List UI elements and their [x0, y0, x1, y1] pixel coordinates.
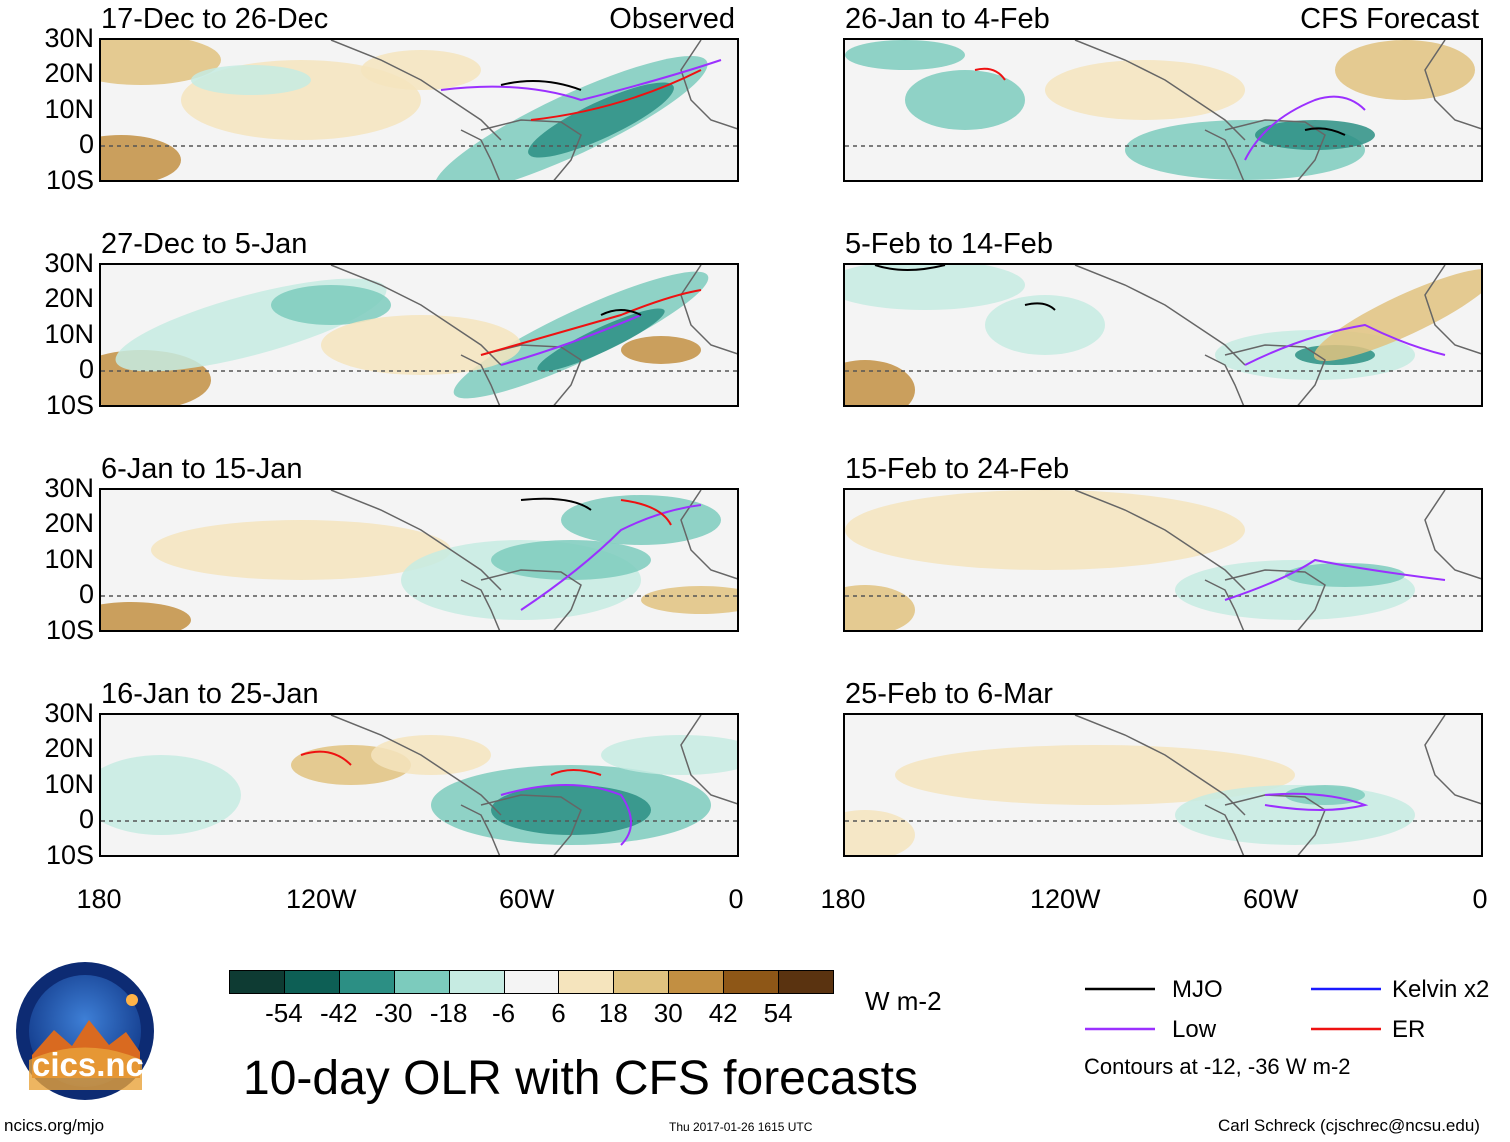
panel-title: 17-Dec to 26-Dec: [101, 3, 329, 35]
map-panel-4: [99, 713, 739, 857]
map-panel-3: [99, 488, 739, 632]
panel-title: 6-Jan to 15-Jan: [101, 453, 303, 485]
colorbar-label: 42: [708, 998, 738, 1028]
colorbar-swatch: [778, 970, 834, 994]
panel-title: 16-Jan to 25-Jan: [101, 678, 319, 710]
footer-left[interactable]: ncics.org/mjo: [4, 1116, 105, 1135]
panel-tag: Observed: [609, 3, 735, 35]
legend-kelvin-label: Kelvin x2: [1392, 976, 1490, 1003]
lat-label: 30N: [44, 23, 94, 53]
legend-mjo-label: MJO: [1172, 976, 1223, 1003]
footer-right: Carl Schreck (cjschrec@ncsu.edu): [1218, 1116, 1480, 1135]
lat-label: 20N: [44, 508, 94, 538]
footer-timestamp: Thu 2017-01-26 1615 UTC: [669, 1120, 813, 1134]
lat-label: 20N: [44, 733, 94, 763]
colorbar-label: 30: [653, 998, 683, 1028]
lat-label: 0: [78, 354, 94, 384]
colorbar-label: 18: [598, 998, 628, 1028]
legend-low-label: Low: [1172, 1016, 1217, 1043]
logo-text: cics.nc: [32, 1046, 144, 1083]
lat-label: 10N: [44, 94, 94, 124]
lat-label: 10N: [44, 544, 94, 574]
map-panel-8: [843, 713, 1483, 857]
lon-label: 180: [820, 884, 866, 914]
colorbar-label: 54: [763, 998, 793, 1028]
colorbar-swatch: [448, 970, 505, 994]
colorbar-swatch: [668, 970, 725, 994]
lat-label: 0: [78, 579, 94, 609]
colorbar-label: 6: [551, 998, 566, 1028]
lat-label: 10N: [44, 319, 94, 349]
lat-label: 10N: [44, 769, 94, 799]
legend-er-label: ER: [1392, 1016, 1426, 1043]
panel-title: 26-Jan to 4-Feb: [845, 3, 1050, 35]
colorbar-swatch: [283, 970, 340, 994]
panel-title: 15-Feb to 24-Feb: [845, 453, 1070, 485]
lat-label: 20N: [44, 58, 94, 88]
panel-title: 25-Feb to 6-Mar: [845, 678, 1053, 710]
colorbar-swatch: [229, 970, 285, 994]
map-panel-5: [843, 38, 1483, 182]
lat-label: 10S: [45, 615, 94, 645]
colorbar-swatch: [503, 970, 560, 994]
lat-label: 30N: [44, 698, 94, 728]
map-panel-7: [843, 488, 1483, 632]
cics-logo: cics.nc: [14, 960, 156, 1102]
map-panel-6: [843, 263, 1483, 407]
colorbar-label: -18: [429, 998, 468, 1028]
colorbar-label: -42: [320, 998, 358, 1028]
lat-label: 10S: [45, 840, 94, 870]
lat-label: 0: [78, 804, 94, 834]
lat-label: 10S: [45, 165, 94, 195]
map-panel-1: [99, 38, 739, 182]
lon-label: 0: [1472, 884, 1488, 914]
map-panel-2: [99, 263, 739, 407]
panel-title: 27-Dec to 5-Jan: [101, 228, 308, 260]
colorbar-label: -30: [374, 998, 413, 1028]
lat-label: 30N: [44, 248, 94, 278]
legend-contours-note: Contours at -12, -36 W m-2: [1084, 1054, 1351, 1079]
lon-label: 120W: [1030, 884, 1101, 914]
lat-label: 10S: [45, 390, 94, 420]
panel-title: 5-Feb to 14-Feb: [845, 228, 1053, 260]
colorbar-swatch: [393, 970, 450, 994]
colorbar: [229, 970, 834, 994]
colorbar-units: W m-2: [865, 986, 942, 1016]
lon-label: 120W: [286, 884, 357, 914]
panel-tag: CFS Forecast: [1300, 3, 1479, 35]
lon-label: 180: [76, 884, 122, 914]
colorbar-swatch: [558, 970, 615, 994]
colorbar-swatch: [338, 970, 395, 994]
lat-label: 20N: [44, 283, 94, 313]
lon-label: 60W: [499, 884, 555, 914]
lon-label: 0: [728, 884, 744, 914]
lon-label: 60W: [1243, 884, 1299, 914]
main-title: 10-day OLR with CFS forecasts: [243, 1052, 918, 1105]
colorbar-swatch: [613, 970, 670, 994]
colorbar-swatch: [723, 970, 780, 994]
colorbar-label: -6: [491, 998, 516, 1028]
lat-label: 0: [78, 129, 94, 159]
colorbar-label: -54: [265, 998, 303, 1028]
lat-label: 30N: [44, 473, 94, 503]
